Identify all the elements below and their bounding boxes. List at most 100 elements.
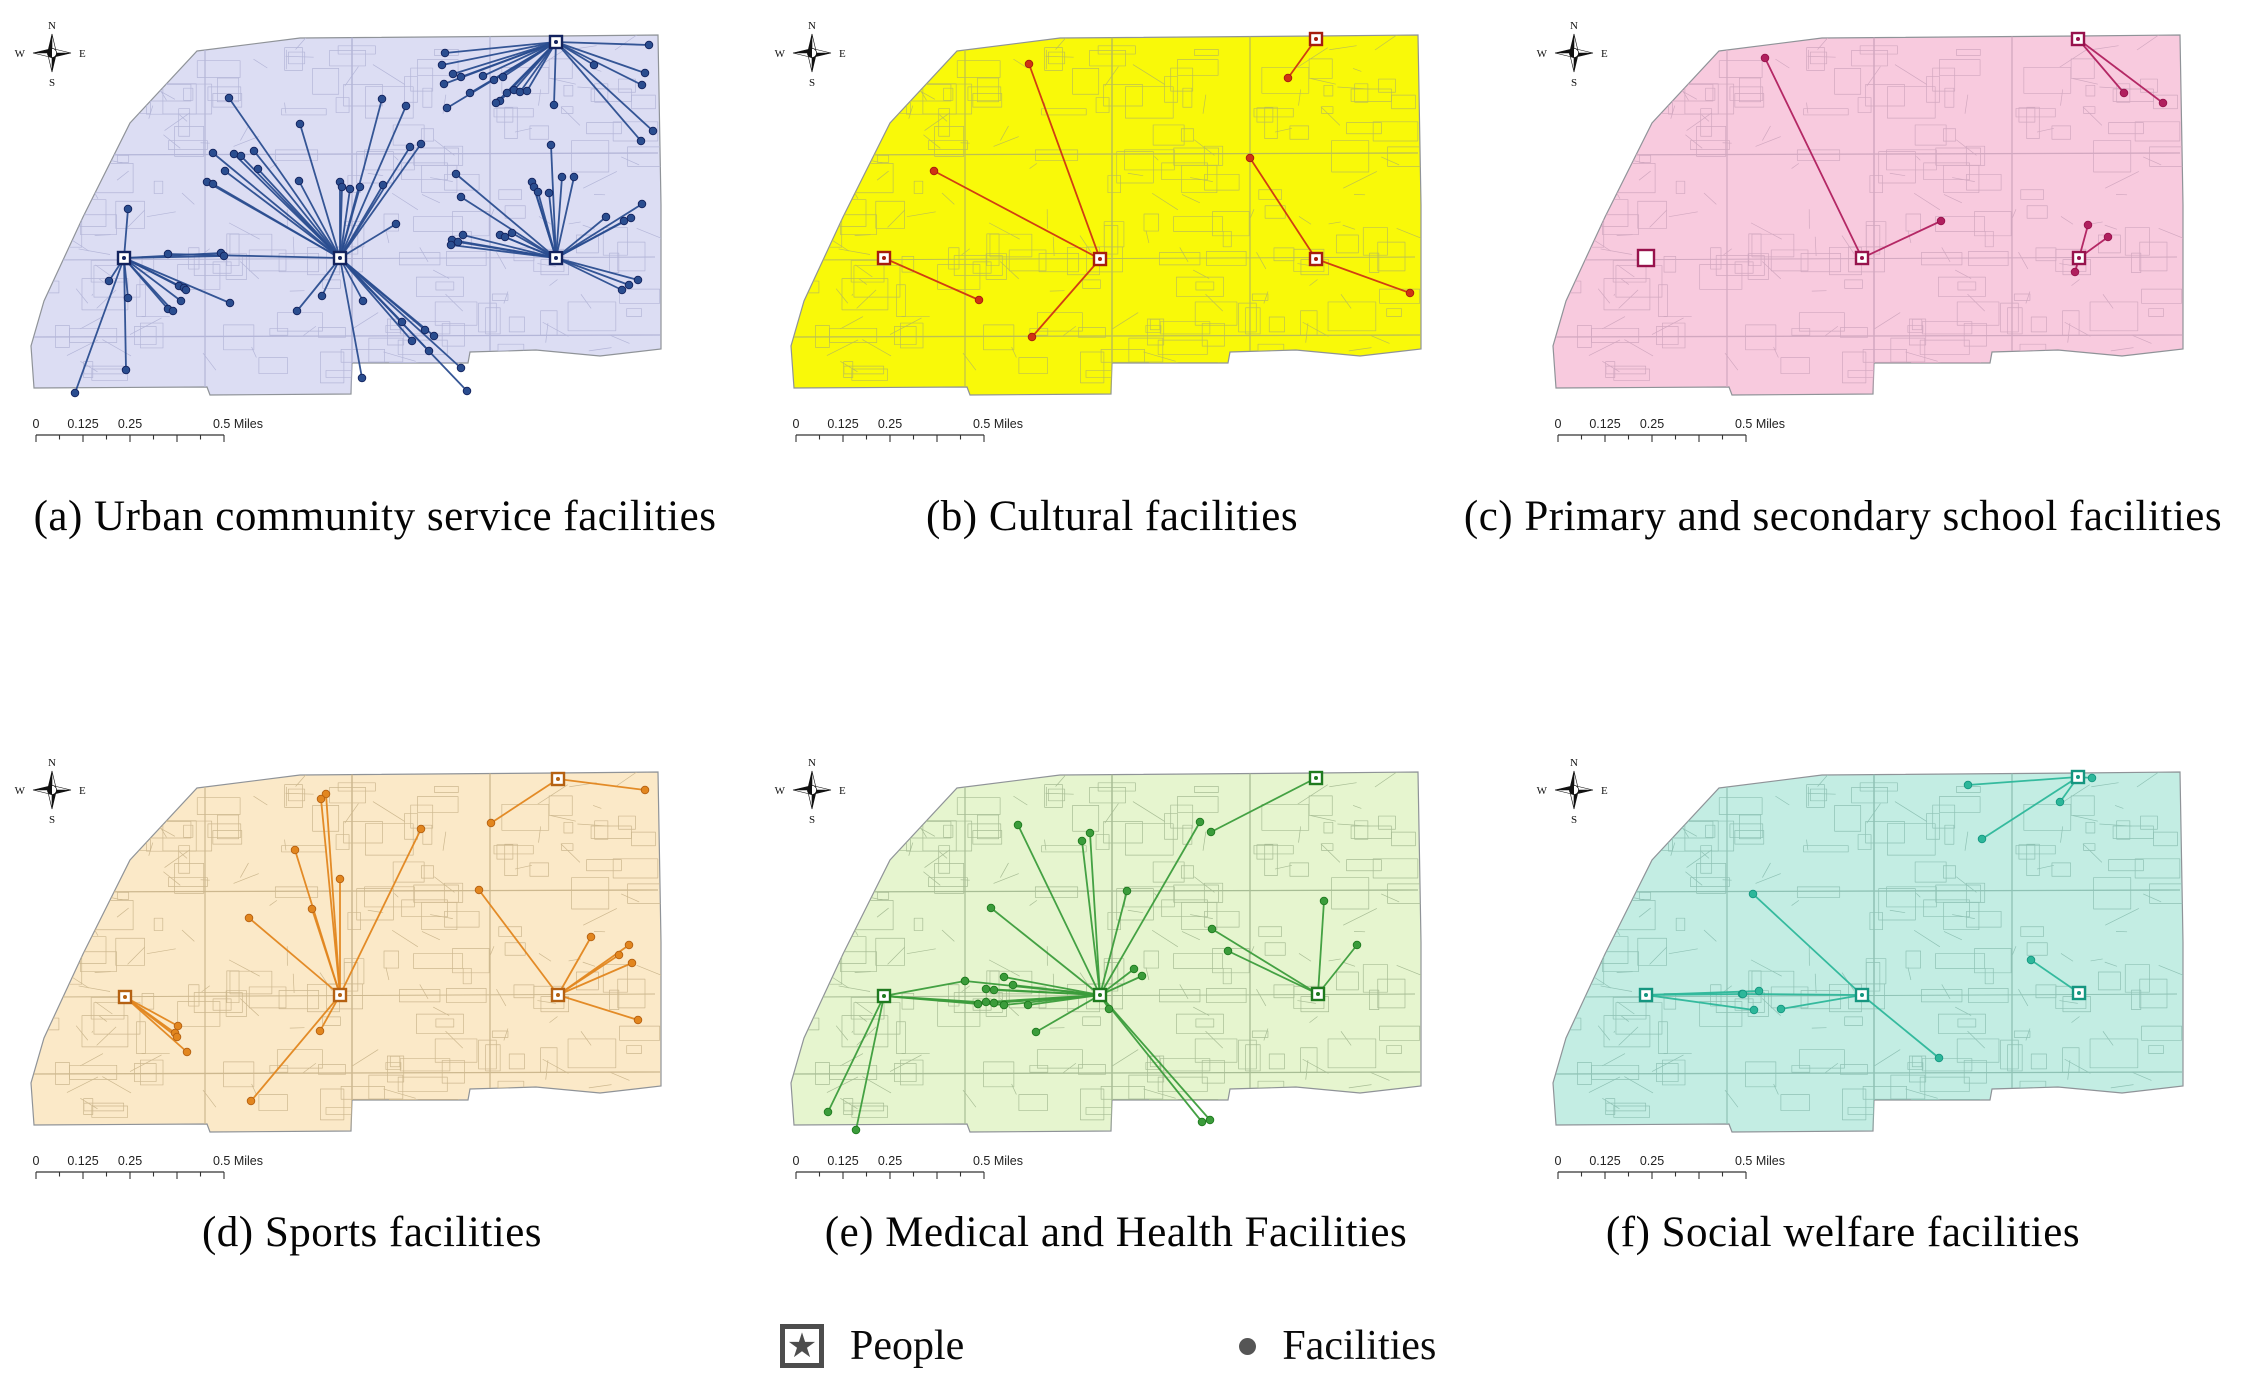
- caption-a: (a) Urban community service facilities: [33, 493, 717, 540]
- svg-text:W: W: [775, 48, 786, 60]
- svg-text:N: N: [48, 20, 56, 32]
- facility-dots: [1760, 53, 2168, 277]
- legend: ★ People Facilities: [780, 1322, 1436, 1370]
- svg-text:E: E: [79, 48, 86, 60]
- svg-text:0: 0: [793, 417, 800, 431]
- svg-text:N: N: [808, 757, 816, 769]
- svg-text:0.5 Miles: 0.5 Miles: [213, 1154, 263, 1168]
- facility-dots: [823, 817, 1362, 1135]
- street-network: [793, 35, 1421, 395]
- facility-dots: [1737, 773, 2097, 1063]
- map-panel-social-welfare: N S E W 0 0.125 0.25 0.5 Miles: [1537, 757, 2184, 1179]
- svg-text:0.25: 0.25: [1640, 417, 1664, 431]
- svg-text:0.125: 0.125: [827, 417, 858, 431]
- map-panel-urban-community-service: N S E W 0 0.125 0.25 0.5 Miles: [15, 20, 662, 442]
- map-panel-medical-health: N S E W 0 0.125 0.25 0.5 Miles: [775, 757, 1422, 1179]
- svg-text:W: W: [15, 785, 26, 797]
- people-squares: [1636, 31, 2087, 268]
- compass-rose: N S E W: [1537, 757, 1608, 826]
- people-squares: [876, 31, 1324, 267]
- scale-bar: 0 0.125 0.25 0.5 Miles: [1555, 417, 1785, 442]
- svg-text:0.25: 0.25: [1640, 1154, 1664, 1168]
- facility-dots: [929, 59, 1415, 342]
- facility-dots: [70, 40, 658, 398]
- access-lines: [124, 778, 646, 1102]
- scale-bar: 0 0.125 0.25 0.5 Miles: [33, 417, 263, 442]
- caption-f: (f) Social welfare facilities: [1605, 1209, 2081, 1256]
- people-squares: [1638, 769, 2087, 1003]
- svg-text:0.5 Miles: 0.5 Miles: [1735, 417, 1785, 431]
- compass-rose: N S E W: [15, 757, 86, 826]
- people-squares: [876, 770, 1326, 1004]
- legend-label-facilities: Facilities: [1282, 1323, 1437, 1369]
- svg-text:0.5 Miles: 0.5 Miles: [1735, 1154, 1785, 1168]
- compass-rose: N S E W: [15, 20, 86, 89]
- people-squares: [117, 771, 566, 1005]
- scale-bar: 0 0.125 0.25 0.5 Miles: [1555, 1154, 1785, 1179]
- svg-text:W: W: [1537, 785, 1548, 797]
- svg-text:W: W: [1537, 48, 1548, 60]
- svg-text:S: S: [49, 77, 55, 89]
- legend-item-facilities: Facilities: [1239, 1322, 1436, 1370]
- svg-text:0.5 Miles: 0.5 Miles: [973, 1154, 1023, 1168]
- svg-text:S: S: [1571, 77, 1577, 89]
- svg-text:0.25: 0.25: [118, 417, 142, 431]
- caption-c: (c) Primary and secondary school facilit…: [1463, 493, 2223, 540]
- svg-text:0.125: 0.125: [827, 1154, 858, 1168]
- svg-text:0.125: 0.125: [1589, 417, 1620, 431]
- svg-text:S: S: [809, 814, 815, 826]
- access-lines: [827, 777, 1358, 1131]
- scale-bar: 0 0.125 0.25 0.5 Miles: [33, 1154, 263, 1179]
- facilities-dot-icon: [1239, 1337, 1257, 1355]
- svg-text:0.125: 0.125: [67, 1154, 98, 1168]
- svg-text:W: W: [15, 48, 26, 60]
- legend-label-people: People: [850, 1323, 965, 1369]
- svg-text:E: E: [1601, 48, 1608, 60]
- compass-rose: N S E W: [775, 20, 846, 89]
- svg-text:E: E: [1601, 785, 1608, 797]
- svg-text:0: 0: [33, 1154, 40, 1168]
- svg-text:0: 0: [1555, 1154, 1562, 1168]
- svg-text:0: 0: [793, 1154, 800, 1168]
- scale-bar: 0 0.125 0.25 0.5 Miles: [793, 417, 1023, 442]
- svg-text:W: W: [775, 785, 786, 797]
- caption-b: (b) Cultural facilities: [925, 493, 1299, 540]
- compass-rose: N S E W: [1537, 20, 1608, 89]
- svg-text:S: S: [49, 814, 55, 826]
- people-squares: [116, 34, 564, 266]
- svg-text:0.25: 0.25: [878, 417, 902, 431]
- svg-text:N: N: [808, 20, 816, 32]
- caption-d: (d) Sports facilities: [201, 1209, 543, 1256]
- community-boundary: [1552, 771, 2184, 1133]
- street-network: [1555, 772, 2183, 1132]
- legend-item-people: ★ People: [780, 1322, 964, 1370]
- access-lines: [74, 41, 654, 394]
- scale-bar: 0 0.125 0.25 0.5 Miles: [793, 1154, 1023, 1179]
- svg-text:E: E: [839, 48, 846, 60]
- svg-text:0: 0: [33, 417, 40, 431]
- compass-rose: N S E W: [775, 757, 846, 826]
- community-boundary: [1552, 34, 2184, 396]
- map-panel-cultural: N S E W 0 0.125 0.25 0.5 Miles: [775, 20, 1422, 442]
- community-boundary: [790, 34, 1422, 396]
- svg-text:N: N: [48, 757, 56, 769]
- svg-text:0.125: 0.125: [1589, 1154, 1620, 1168]
- community-boundary: [790, 771, 1422, 1133]
- svg-text:0.125: 0.125: [67, 417, 98, 431]
- svg-text:S: S: [809, 77, 815, 89]
- svg-text:S: S: [1571, 814, 1577, 826]
- svg-text:N: N: [1570, 757, 1578, 769]
- svg-text:N: N: [1570, 20, 1578, 32]
- caption-e: (e) Medical and Health Facilities: [824, 1209, 1408, 1256]
- svg-text:0.25: 0.25: [878, 1154, 902, 1168]
- street-network: [33, 35, 661, 395]
- people-square-star-icon: ★: [780, 1324, 824, 1368]
- svg-text:E: E: [839, 785, 846, 797]
- map-panel-schools: N S E W 0 0.125 0.25 0.5 Miles: [1537, 20, 2184, 442]
- svg-text:0: 0: [1555, 417, 1562, 431]
- svg-text:0.5 Miles: 0.5 Miles: [213, 417, 263, 431]
- community-boundary: [30, 771, 662, 1133]
- svg-text:E: E: [79, 785, 86, 797]
- svg-text:0.25: 0.25: [118, 1154, 142, 1168]
